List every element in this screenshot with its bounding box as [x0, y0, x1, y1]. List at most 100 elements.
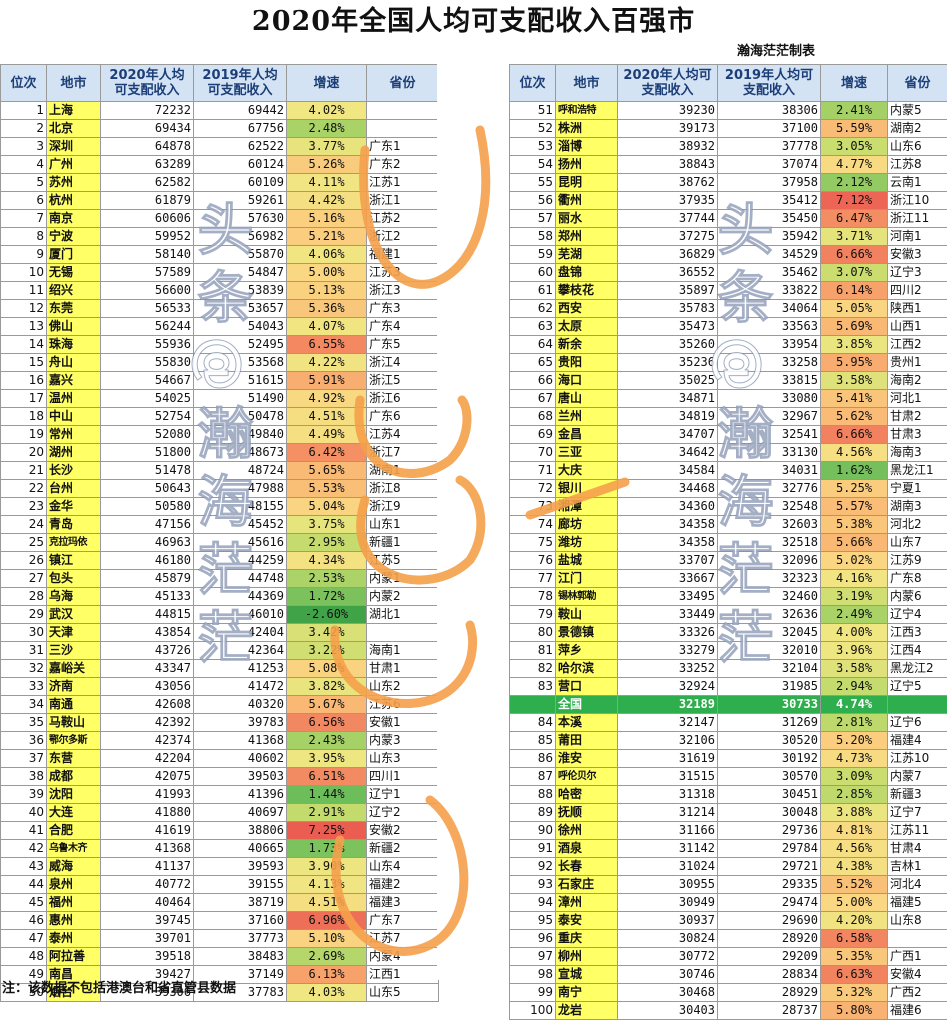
page-title: 2020年全国人均可支配收入百强市: [0, 2, 947, 42]
rank-cell: 3: [1, 138, 47, 156]
growth-cell: 3.96%: [821, 642, 888, 660]
income-2019-cell: 44369: [194, 588, 287, 606]
header-income-2019: 2019年人均可支配收入: [194, 65, 287, 102]
city-cell: 衢州: [556, 192, 618, 210]
income-2020-cell: 51800: [101, 444, 194, 462]
rank-cell: 14: [1, 336, 47, 354]
income-2020-cell: 32189: [618, 696, 718, 714]
income-2020-cell: 43056: [101, 678, 194, 696]
rank-cell: 92: [510, 858, 556, 876]
income-2019-cell: 30570: [718, 768, 821, 786]
income-2019-cell: 29690: [718, 912, 821, 930]
growth-cell: 4.03%: [287, 984, 367, 1002]
city-cell: 温州: [47, 390, 101, 408]
growth-cell: 4.22%: [287, 354, 367, 372]
growth-cell: 3.90%: [287, 858, 367, 876]
rank-cell: 81: [510, 642, 556, 660]
income-2019-cell: 30451: [718, 786, 821, 804]
growth-cell: 4.00%: [821, 624, 888, 642]
province-cell: 广西1: [888, 948, 947, 966]
province-cell: [367, 120, 439, 138]
city-cell: 龙岩: [556, 1002, 618, 1020]
income-2019-cell: 60109: [194, 174, 287, 192]
income-2020-cell: 54025: [101, 390, 194, 408]
city-cell: 营口: [556, 678, 618, 696]
growth-cell: 4.38%: [821, 858, 888, 876]
income-2020-cell: 34360: [618, 498, 718, 516]
province-cell: 甘肃4: [888, 840, 947, 858]
city-cell: 济南: [47, 678, 101, 696]
growth-cell: 5.32%: [821, 984, 888, 1002]
rank-cell: 69: [510, 426, 556, 444]
income-2019-cell: 52495: [194, 336, 287, 354]
rank-cell: 52: [510, 120, 556, 138]
growth-cell: 6.58%: [821, 930, 888, 948]
growth-cell: 5.65%: [287, 462, 367, 480]
income-2019-cell: 31269: [718, 714, 821, 732]
income-2020-cell: 52080: [101, 426, 194, 444]
income-2020-cell: 44815: [101, 606, 194, 624]
income-2019-cell: 41472: [194, 678, 287, 696]
rank-cell: 100: [510, 1002, 556, 1020]
header-province: 省份: [888, 65, 947, 102]
growth-cell: 6.13%: [287, 966, 367, 984]
growth-cell: 5.05%: [821, 300, 888, 318]
city-cell: 上海: [47, 102, 101, 120]
rank-cell: 66: [510, 372, 556, 390]
growth-cell: 5.08%: [287, 660, 367, 678]
income-2020-cell: 34642: [618, 444, 718, 462]
province-cell: 内蒙4: [367, 948, 439, 966]
growth-cell: 2.94%: [821, 678, 888, 696]
growth-cell: 2.12%: [821, 174, 888, 192]
city-cell: 大连: [47, 804, 101, 822]
province-cell: 江苏3: [367, 264, 439, 282]
province-cell: 内蒙2: [367, 588, 439, 606]
rank-cell: 11: [1, 282, 47, 300]
province-cell: 甘肃3: [888, 426, 947, 444]
income-2019-cell: 39503: [194, 768, 287, 786]
income-2019-cell: 28920: [718, 930, 821, 948]
growth-cell: 4.92%: [287, 390, 367, 408]
growth-cell: 5.04%: [287, 498, 367, 516]
city-cell: 莆田: [556, 732, 618, 750]
province-cell: 福建6: [888, 1002, 947, 1020]
city-cell: 嘉兴: [47, 372, 101, 390]
city-cell: 成都: [47, 768, 101, 786]
growth-cell: 6.56%: [287, 714, 367, 732]
city-cell: 深圳: [47, 138, 101, 156]
income-2019-cell: 33822: [718, 282, 821, 300]
province-cell: 广东2: [367, 156, 439, 174]
income-2020-cell: 45879: [101, 570, 194, 588]
city-cell: 泉州: [47, 876, 101, 894]
rank-cell: 75: [510, 534, 556, 552]
city-cell: 新余: [556, 336, 618, 354]
rank-cell: 95: [510, 912, 556, 930]
province-cell: 广东1: [367, 138, 439, 156]
province-cell: 广东5: [367, 336, 439, 354]
province-cell: 山东1: [367, 516, 439, 534]
growth-cell: 3.85%: [821, 336, 888, 354]
income-2020-cell: 31214: [618, 804, 718, 822]
income-2019-cell: 30520: [718, 732, 821, 750]
income-2019-cell: 32096: [718, 552, 821, 570]
province-cell: 山东2: [367, 678, 439, 696]
table-gap: [437, 64, 509, 980]
income-2019-cell: 32518: [718, 534, 821, 552]
rank-cell: [510, 696, 556, 714]
header-province: 省份: [367, 65, 439, 102]
city-cell: 泰州: [47, 930, 101, 948]
income-2020-cell: 42608: [101, 696, 194, 714]
income-2020-cell: 36552: [618, 264, 718, 282]
income-2020-cell: 64878: [101, 138, 194, 156]
income-2020-cell: 33279: [618, 642, 718, 660]
